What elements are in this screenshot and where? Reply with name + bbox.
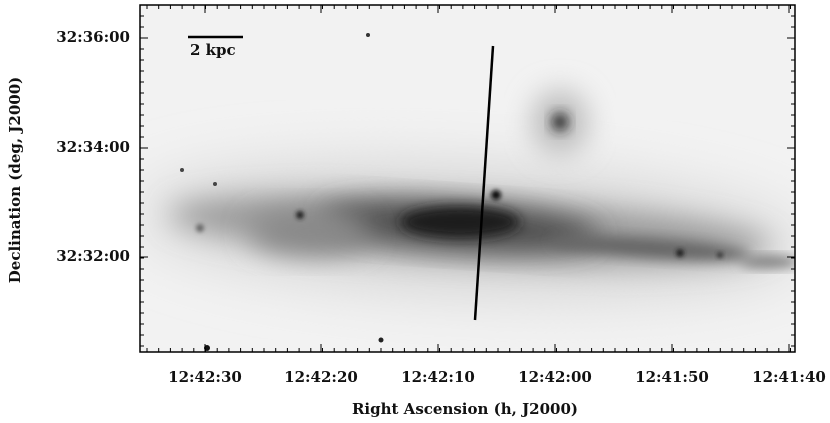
x-axis-label: Right Ascension (h, J2000) xyxy=(352,400,578,418)
sky-image xyxy=(140,5,795,352)
x-tick-label: 12:41:50 xyxy=(635,368,709,386)
x-tick-label: 12:42:00 xyxy=(518,368,592,386)
x-tick-label: 12:42:10 xyxy=(401,368,475,386)
y-axis-label: Declination (deg, J2000) xyxy=(6,77,24,283)
x-tick-label: 12:42:20 xyxy=(284,368,358,386)
scale-bar-label: 2 kpc xyxy=(190,41,236,59)
y-tick-label: 32:36:00 xyxy=(56,28,130,46)
y-tick-label: 32:32:00 xyxy=(56,247,130,265)
x-tick-label: 12:41:40 xyxy=(752,368,826,386)
frame xyxy=(139,4,796,353)
x-tick-label: 12:42:30 xyxy=(168,368,242,386)
slit xyxy=(473,45,495,321)
y-tick-label: 32:34:00 xyxy=(56,138,130,156)
